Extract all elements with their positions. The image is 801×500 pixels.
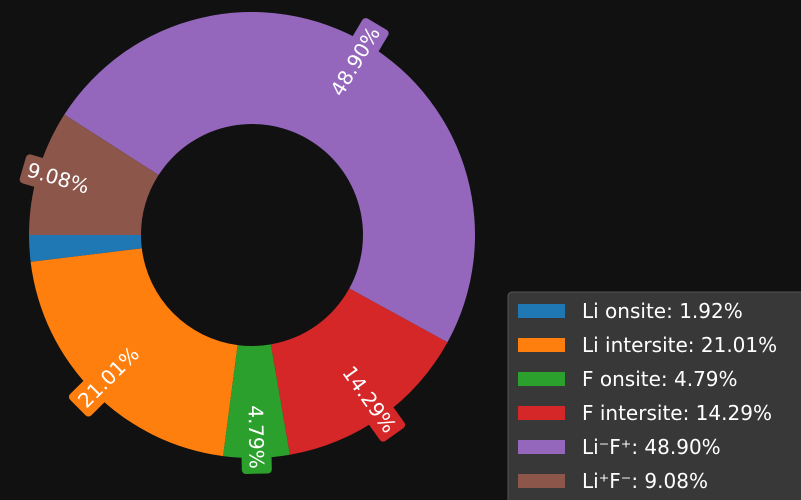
legend-swatch [518,474,565,488]
data-label-box [19,154,97,202]
legend-label: Li intersite: 21.01% [582,333,777,357]
legend-swatch [518,372,565,386]
legend-swatch [518,440,565,454]
legend-box [507,291,801,500]
legend-swatch [518,406,565,420]
data-label-box [68,337,149,417]
legend-label: Li⁻F⁺: 48.90% [582,435,721,459]
wedge [29,235,142,262]
legend-label: Li onsite: 1.92% [582,299,743,323]
legend-label: F onsite: 4.79% [582,367,738,391]
legend-swatch [518,338,565,352]
legend-swatch [518,304,565,318]
data-label-box [333,357,406,442]
wedge [64,12,475,343]
legend-label: Li⁺F⁻: 9.08% [582,469,708,493]
data-label: 4.79% [240,399,272,474]
data-label-box [240,399,272,474]
data-label-box [321,18,389,105]
legend-label: F intersite: 14.29% [582,401,772,425]
data-label-text: 4.79% [244,405,269,469]
